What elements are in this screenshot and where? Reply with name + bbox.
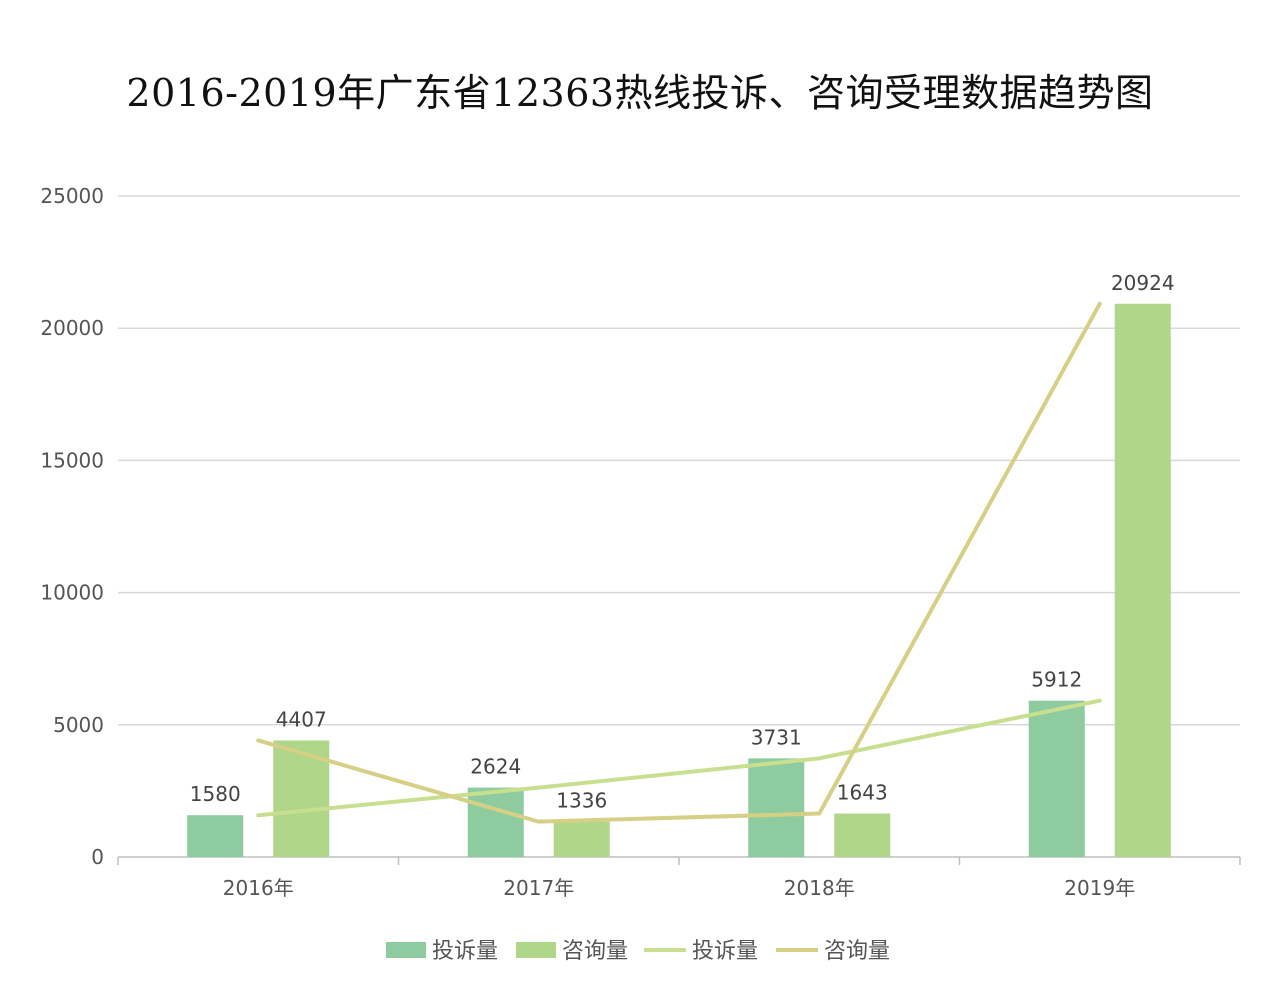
legend-label: 投诉量 (432, 939, 498, 964)
data-label: 1336 (556, 789, 607, 813)
bar-complaints (467, 787, 524, 857)
line-series-complaints (256, 698, 1102, 818)
legend-swatch (516, 942, 556, 958)
line-series-consultations (256, 301, 1102, 824)
y-tick-label: 25000 (40, 184, 104, 208)
legend-label: 咨询量 (562, 939, 628, 964)
x-tick-label: 2019年 (1064, 876, 1135, 900)
x-tick-label: 2016年 (223, 876, 294, 900)
data-label: 2624 (470, 755, 521, 779)
y-tick-label: 10000 (40, 581, 104, 605)
x-tick-label: 2018年 (784, 876, 855, 900)
x-tick-label: 2017年 (503, 876, 574, 900)
bar-complaints (187, 815, 244, 857)
data-label: 3731 (751, 725, 802, 749)
bar-complaints (748, 758, 805, 857)
chart-title: 2016-2019年广东省12363热线投诉、咨询受理数据趋势图 (126, 71, 1154, 115)
data-label: 20924 (1111, 271, 1175, 295)
bar-consultations (834, 813, 891, 857)
y-tick-label: 20000 (40, 316, 104, 340)
bar-consultations (553, 821, 610, 857)
y-tick-label: 15000 (40, 448, 104, 472)
bar-complaints (1028, 700, 1085, 857)
legend-swatch (386, 942, 426, 958)
legend-label: 咨询量 (824, 939, 890, 964)
data-label: 1643 (837, 781, 888, 805)
y-tick-label: 5000 (53, 713, 104, 737)
data-label: 4407 (276, 707, 327, 731)
bar-consultations (1114, 303, 1171, 858)
y-tick-label: 0 (91, 845, 104, 869)
data-label: 1580 (190, 782, 241, 806)
legend-label: 投诉量 (692, 939, 758, 964)
data-label: 5912 (1031, 668, 1082, 692)
